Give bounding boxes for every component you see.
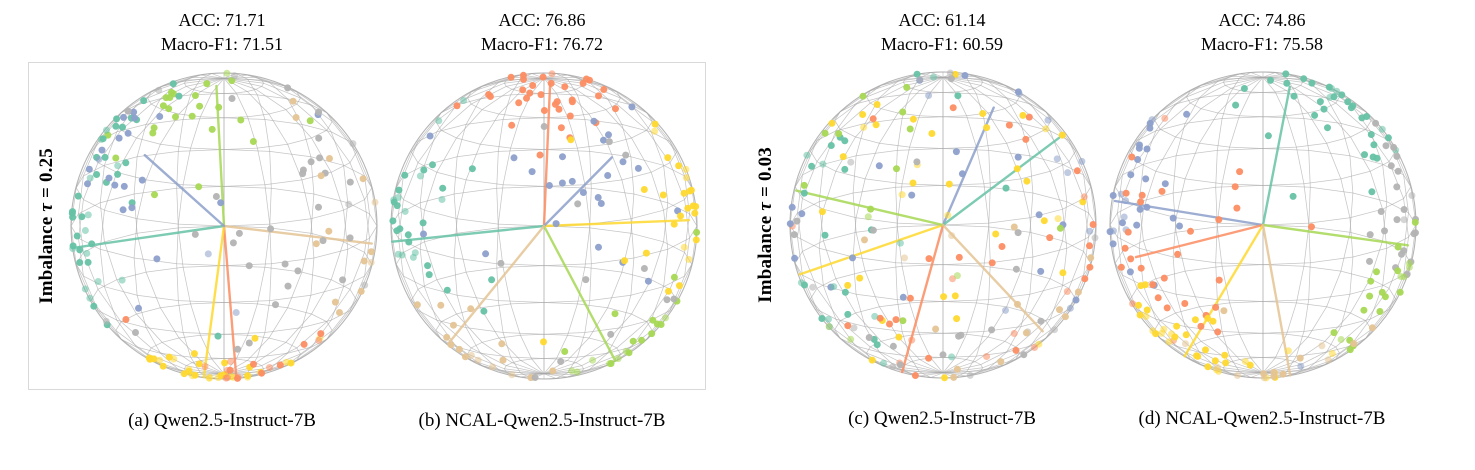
row-label-text-003: Imbalance τ = 0.03 bbox=[755, 147, 777, 303]
sphere-plot-c bbox=[786, 69, 1099, 381]
plot-box-tau-025: Imbalance τ = 0.25 bbox=[28, 61, 706, 390]
tau-symbol-003: τ bbox=[755, 201, 776, 211]
figure-group-tau-025: ACC: 71.71 Macro-F1: 71.51 ACC: 76.86 Ma… bbox=[28, 6, 706, 432]
macro-f1-value-d: Macro-F1: 75.58 bbox=[1201, 34, 1323, 55]
macro-f1-value-c: Macro-F1: 60.59 bbox=[881, 34, 1003, 55]
sphere-plot-b bbox=[389, 69, 701, 381]
acc-value-c: ACC: 61.14 bbox=[898, 10, 986, 30]
caption-row-left: (a) Qwen2.5-Instruct-7B (b) NCAL-Qwen2.5… bbox=[62, 410, 706, 432]
caption-panel-c: (c) Qwen2.5-Instruct-7B bbox=[848, 407, 1036, 429]
caption-panel-a: (a) Qwen2.5-Instruct-7B bbox=[128, 409, 316, 431]
caption-panel-d: (d) NCAL-Qwen2.5-Instruct-7B bbox=[1138, 407, 1386, 429]
figure-ncal-sphere-comparison: ACC: 71.71 Macro-F1: 71.51 ACC: 76.86 Ma… bbox=[28, 6, 1424, 432]
sphere-plot-d bbox=[1106, 69, 1419, 381]
sphere-plot-a bbox=[68, 69, 379, 382]
acc-value-a: ACC: 71.71 bbox=[178, 10, 266, 30]
row-label-text-025: Imbalance τ = 0.25 bbox=[36, 148, 58, 304]
metrics-panel-c: ACC: 61.14 Macro-F1: 60.59 bbox=[782, 6, 1102, 57]
row-label-imbalance-003: Imbalance τ = 0.03 bbox=[749, 63, 783, 387]
tau-symbol-025: τ bbox=[36, 202, 57, 212]
metrics-header-row-left: ACC: 71.71 Macro-F1: 71.51 ACC: 76.86 Ma… bbox=[62, 6, 706, 57]
plot-box-tau-003: Imbalance τ = 0.03 bbox=[748, 61, 1424, 388]
row-label-prefix-025: Imbalance bbox=[36, 211, 57, 304]
acc-value-d: ACC: 74.86 bbox=[1218, 10, 1306, 30]
row-label-value-003: = 0.03 bbox=[755, 146, 776, 202]
metrics-panel-a: ACC: 71.71 Macro-F1: 71.51 bbox=[62, 6, 382, 57]
macro-f1-value-b: Macro-F1: 76.72 bbox=[481, 34, 603, 55]
row-label-imbalance-025: Imbalance τ = 0.25 bbox=[30, 64, 64, 388]
row-label-prefix-003: Imbalance bbox=[755, 210, 776, 303]
caption-panel-b: (b) NCAL-Qwen2.5-Instruct-7B bbox=[418, 409, 666, 431]
acc-value-b: ACC: 76.86 bbox=[498, 10, 586, 30]
metrics-panel-d: ACC: 74.86 Macro-F1: 75.58 bbox=[1102, 6, 1422, 57]
figure-group-tau-003: ACC: 61.14 Macro-F1: 60.59 ACC: 74.86 Ma… bbox=[748, 6, 1424, 432]
caption-row-right: (c) Qwen2.5-Instruct-7B (d) NCAL-Qwen2.5… bbox=[782, 408, 1424, 430]
row-label-value-025: = 0.25 bbox=[36, 147, 57, 203]
metrics-panel-b: ACC: 76.86 Macro-F1: 76.72 bbox=[382, 6, 702, 57]
metrics-header-row-right: ACC: 61.14 Macro-F1: 60.59 ACC: 74.86 Ma… bbox=[782, 6, 1424, 57]
macro-f1-value-a: Macro-F1: 71.51 bbox=[161, 34, 283, 55]
